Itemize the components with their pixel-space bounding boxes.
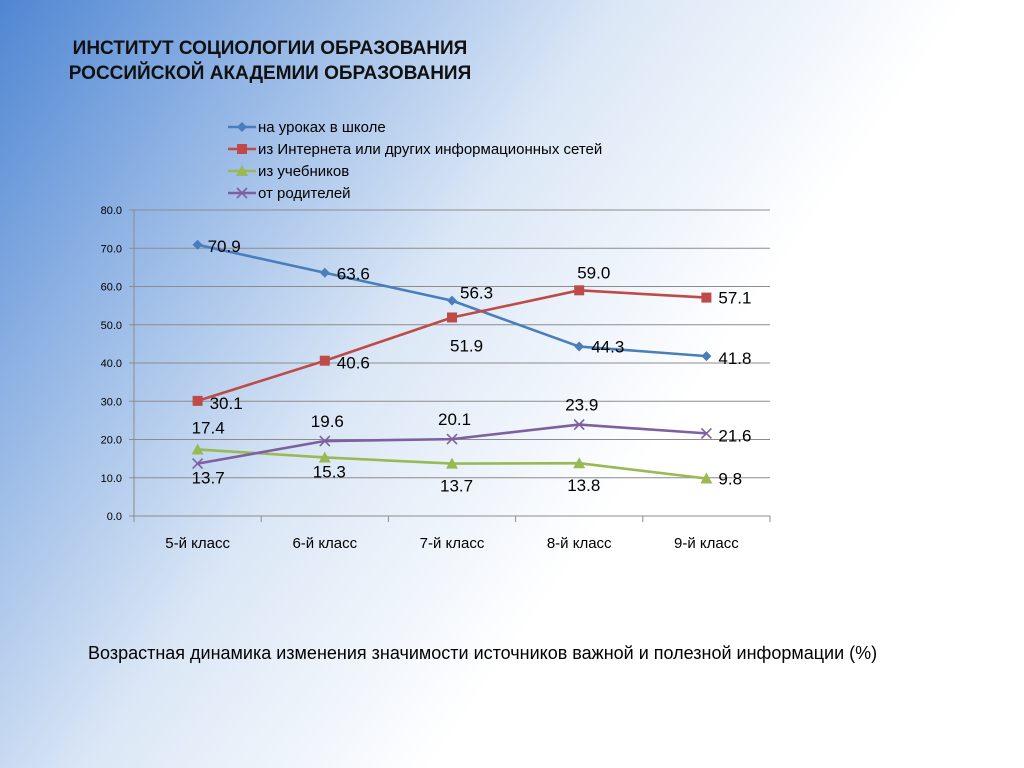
- legend-marker: [237, 144, 247, 154]
- data-label: 44.3: [591, 338, 624, 357]
- y-tick-label: 20.0: [101, 435, 122, 447]
- y-tick-label: 80.0: [101, 205, 122, 217]
- data-point: [319, 435, 331, 447]
- data-label: 56.3: [460, 284, 493, 303]
- data-label: 23.9: [565, 396, 598, 415]
- data-point: [701, 351, 712, 362]
- data-point: [574, 341, 585, 352]
- data-point: [573, 457, 586, 469]
- x-tick-label: 8-й класс: [547, 535, 612, 552]
- data-point: [319, 355, 330, 366]
- header-line-2: РОССИЙСКОЙ АКАДЕМИИ ОБРАЗОВАНИЯ: [68, 63, 472, 84]
- y-tick-label: 70.0: [101, 243, 122, 255]
- data-point: [446, 457, 458, 469]
- data-label: 41.8: [718, 349, 751, 368]
- data-point: [319, 267, 330, 278]
- y-tick-label: 60.0: [101, 282, 122, 294]
- data-label: 17.4: [192, 418, 225, 437]
- x-tick-label: 9-й класс: [674, 535, 739, 552]
- data-point: [701, 292, 712, 303]
- data-point: [447, 295, 457, 306]
- data-label: 63.6: [337, 265, 370, 284]
- data-label: 13.7: [192, 469, 225, 488]
- x-tick-label: 7-й класс: [420, 535, 485, 552]
- data-point: [192, 395, 203, 406]
- data-label: 57.1: [718, 289, 751, 308]
- data-label: 20.1: [438, 410, 471, 429]
- data-label: 15.3: [313, 462, 346, 481]
- data-point: [446, 433, 458, 445]
- data-point: [573, 419, 585, 431]
- data-point: [192, 458, 204, 470]
- data-point: [447, 312, 457, 323]
- line-chart: 0.0 10.0 20.0 30.0 40.0 50.0 60.0 70.0 80.0 5-й к…: [101, 119, 771, 552]
- data-label: 59.0: [577, 263, 610, 282]
- y-tick-label: 40.0: [101, 358, 122, 370]
- chart-caption: Возрастная динамика изменения значимости…: [88, 643, 878, 663]
- institute-header: ИНСТИТУТ СОЦИОЛОГИИ ОБРАЗОВАНИЯ РОССИЙСК…: [40, 36, 500, 86]
- data-point: [700, 472, 713, 484]
- data-point: [318, 451, 331, 463]
- data-label: 9.8: [718, 470, 742, 489]
- y-tick-label: 30.0: [101, 396, 122, 408]
- y-tick-label: 10.0: [101, 473, 122, 485]
- y-tick-label: 0.0: [107, 511, 122, 523]
- data-point: [700, 427, 712, 439]
- legend-marker: [237, 122, 247, 132]
- data-point: [574, 285, 585, 296]
- data-label: 19.6: [311, 412, 344, 431]
- data-point: [192, 239, 203, 250]
- legend-label: на уроках в школе: [258, 119, 386, 136]
- data-label: 40.6: [337, 354, 370, 373]
- header-line-1: ИНСТИТУТ СОЦИОЛОГИИ ОБРАЗОВАНИЯ: [72, 38, 468, 59]
- data-label: 13.7: [440, 477, 473, 496]
- x-tick-label: 6-й класс: [292, 535, 357, 552]
- legend-marker: [236, 165, 248, 176]
- data-label: 70.9: [208, 237, 241, 256]
- data-label: 21.6: [718, 426, 751, 445]
- data-point: [191, 443, 204, 455]
- legend-label: из Интернета или других информационных с…: [258, 141, 602, 158]
- y-tick-label: 50.0: [101, 320, 122, 332]
- data-label: 51.9: [450, 336, 483, 355]
- data-label: 13.8: [567, 476, 600, 495]
- legend-label: из учебников: [258, 163, 349, 180]
- x-tick-label: 5-й класс: [165, 535, 230, 552]
- data-label: 30.1: [210, 394, 243, 413]
- legend-label: от родителей: [258, 185, 351, 202]
- legend-marker: [236, 187, 248, 199]
